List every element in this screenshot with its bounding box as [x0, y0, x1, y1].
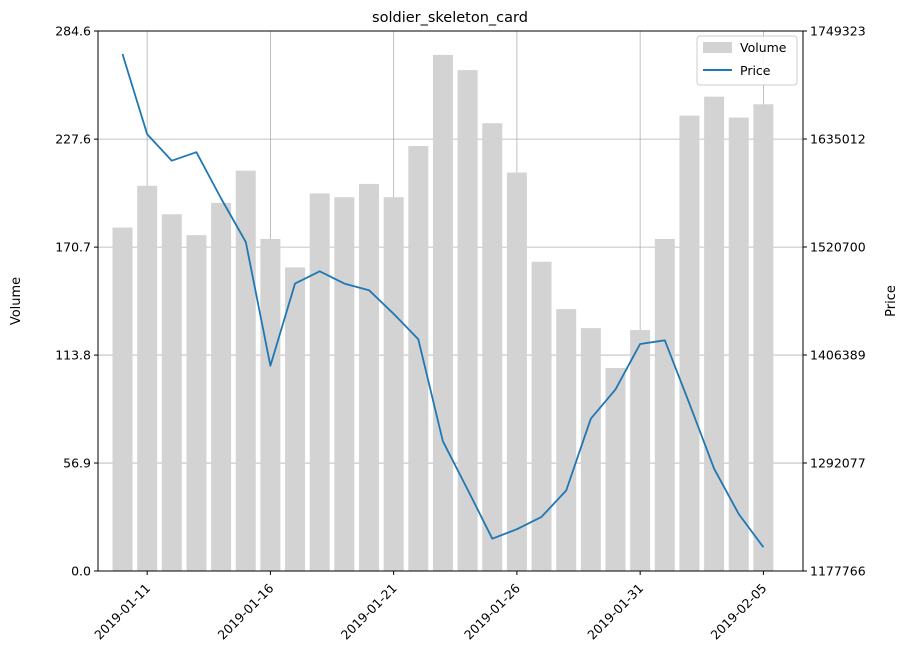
- volume-bar: [161, 214, 182, 572]
- legend-volume-swatch: [703, 42, 732, 53]
- legend-price-label: Price: [740, 63, 771, 78]
- plot-frame: [97, 30, 804, 572]
- y2-tick-label: 1292077: [810, 456, 866, 471]
- volume-bar: [654, 238, 675, 571]
- volume-bar: [137, 185, 158, 572]
- volume-bar: [432, 54, 453, 572]
- y2-tick-label: 1520700: [810, 240, 866, 255]
- left-axis-ticks: 0.0 56.9 113.8 170.7 227.6 284.6: [55, 24, 98, 579]
- chart-title: soldier_skeleton_card: [372, 10, 528, 26]
- y2-tick-label: 1406389: [810, 347, 866, 362]
- volume-bar: [383, 197, 404, 572]
- volume-bar: [260, 238, 281, 571]
- volume-bar: [211, 202, 232, 572]
- y-tick-label: 56.9: [63, 456, 91, 471]
- y-tick-label: 227.6: [55, 132, 91, 147]
- y-tick-label: 0.0: [71, 564, 91, 579]
- volume-bar: [605, 367, 626, 571]
- volume-bar: [334, 197, 355, 572]
- y-tick-label: 284.6: [55, 24, 91, 39]
- volume-bar: [186, 235, 207, 571]
- price-line: [121, 53, 765, 548]
- volume-bar: [704, 96, 725, 572]
- y-axis-label: Volume: [9, 277, 24, 325]
- volume-bar: [531, 261, 552, 571]
- volume-bar: [359, 183, 379, 572]
- y2-tick-label: 1749323: [810, 24, 866, 39]
- volume-bar: [506, 172, 527, 572]
- volume-bar: [753, 104, 774, 572]
- y2-tick-label: 1635012: [810, 131, 866, 146]
- volume-bar: [408, 145, 429, 572]
- volume-bar: [580, 328, 601, 571]
- y2-axis-label: Price: [884, 285, 899, 317]
- volume-bar: [556, 309, 577, 571]
- volume-bar: [457, 70, 478, 572]
- y2-tick-label: 1177766: [810, 564, 866, 579]
- volume-bar: [482, 123, 503, 572]
- right-axis-ticks: 1177766 1292077 1406389 1520700 1635012 17493…: [803, 24, 866, 579]
- volume-bar: [285, 267, 306, 571]
- volume-bar: [630, 330, 651, 571]
- volume-bar: [309, 193, 330, 572]
- legend-volume-label: Volume: [740, 40, 787, 55]
- y-tick-label: 170.7: [55, 240, 91, 255]
- volume-bar: [679, 115, 700, 572]
- volume-bars: [112, 54, 774, 572]
- legend: Volume Price: [696, 35, 798, 86]
- volume-bar: [112, 227, 133, 572]
- price-series-line: [121, 53, 765, 548]
- volume-bar: [728, 117, 749, 572]
- y-tick-label: 113.8: [55, 348, 91, 363]
